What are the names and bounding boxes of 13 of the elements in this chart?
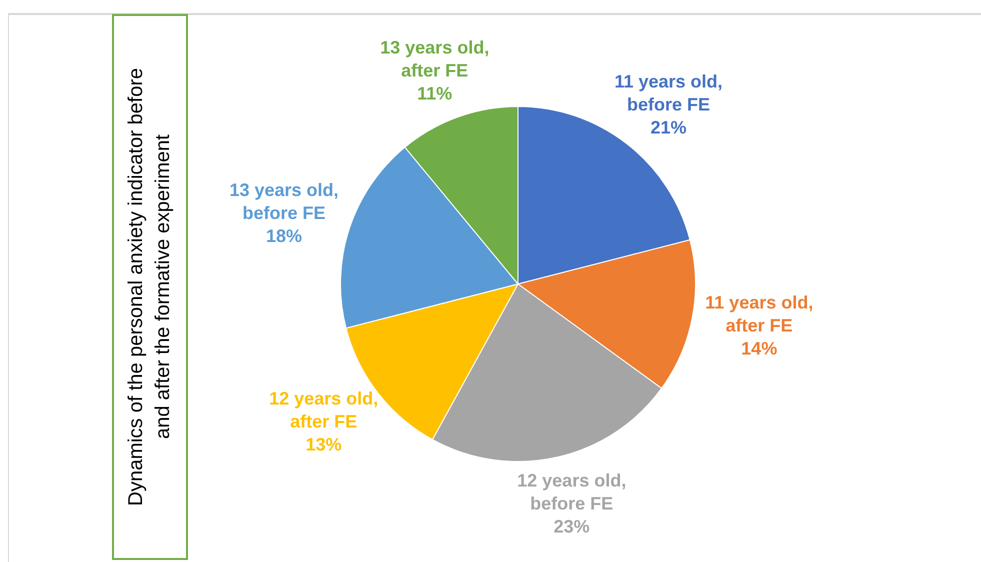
slice-label: 13 years old, before FE: [229, 180, 339, 224]
data-label: 14%: [741, 338, 778, 358]
data-label: 11%: [417, 83, 452, 104]
slice-label: 12 years old, before FE: [517, 470, 626, 514]
data-label: 21%: [650, 117, 687, 138]
data-label: 23%: [554, 516, 590, 537]
slice-label: 12 years old, after FE: [269, 388, 378, 432]
slice-label: 11 years old, after FE: [705, 292, 814, 336]
data-label: 13%: [306, 434, 342, 454]
slice-label: 13 years old, after FE: [380, 37, 490, 80]
title-frame: Dynamics of the personal anxiety indicator before and after the formative experiment: [112, 14, 188, 560]
slice-label: 11 years old, before FE: [614, 71, 723, 114]
data-label: 18%: [266, 226, 302, 246]
